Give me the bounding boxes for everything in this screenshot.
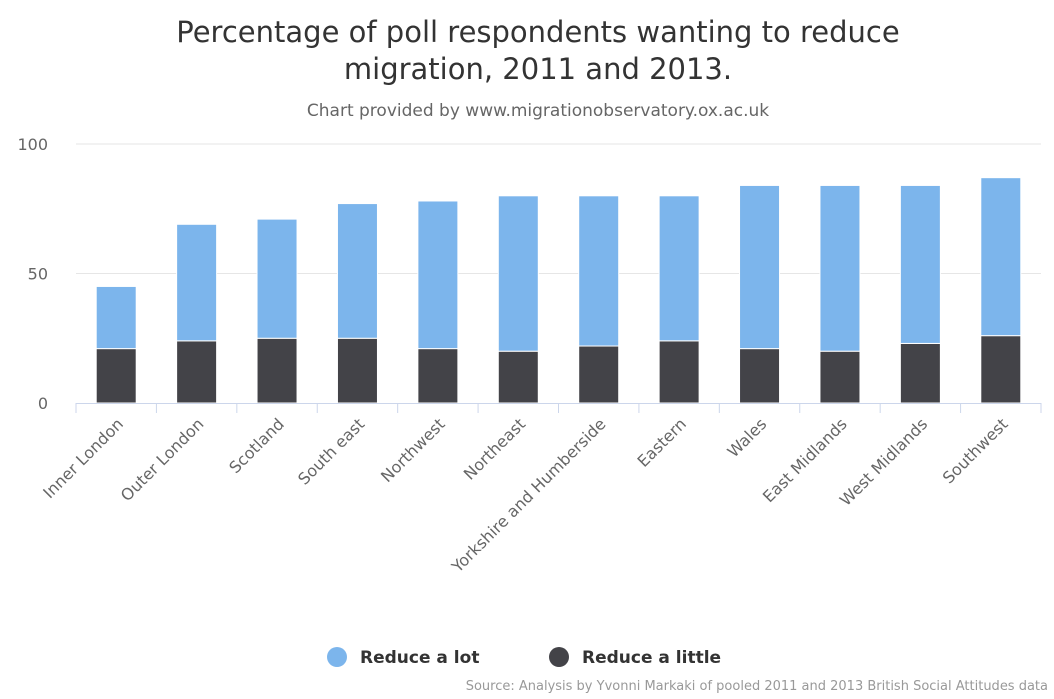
x-tick-label: Yorkshire and Humberside	[447, 414, 609, 576]
bar-reduce-a-lot[interactable]	[739, 184, 781, 350]
gridlines	[76, 143, 1041, 274]
bar-reduce-a-little[interactable]	[95, 348, 137, 404]
legend-marker	[549, 647, 569, 667]
chart-subtitle: Chart provided by www.migrationobservato…	[307, 101, 769, 121]
bar-reduce-a-lot[interactable]	[497, 195, 539, 352]
bar-reduce-a-little[interactable]	[578, 345, 620, 404]
bar-reduce-a-lot[interactable]	[819, 184, 861, 352]
bar-reduce-a-little[interactable]	[417, 348, 459, 404]
legend-marker	[327, 647, 347, 667]
bar-reduce-a-lot[interactable]	[980, 177, 1022, 337]
bar-reduce-a-lot[interactable]	[417, 200, 459, 350]
legend: Reduce a lot Reduce a little	[327, 647, 721, 668]
bar-reduce-a-little[interactable]	[980, 335, 1022, 404]
bar-reduce-a-lot[interactable]	[256, 218, 298, 339]
plot-area	[95, 177, 1022, 404]
legend-label: Reduce a lot	[360, 648, 479, 668]
bar-reduce-a-lot[interactable]	[336, 203, 378, 339]
bar-reduce-a-little[interactable]	[336, 337, 378, 404]
x-tick-label: Eastern	[634, 414, 690, 470]
x-tick-label: Southwest	[939, 414, 1012, 487]
bar-reduce-a-little[interactable]	[899, 342, 941, 404]
x-tick-label: Northeast	[460, 414, 529, 483]
bar-reduce-a-lot[interactable]	[95, 285, 137, 350]
bar-reduce-a-little[interactable]	[739, 348, 781, 404]
x-tick-label: Northwest	[377, 414, 449, 486]
x-tick-label: Scotland	[225, 414, 288, 477]
chart-credits: Source: Analysis by Yvonni Markaki of po…	[466, 679, 1048, 694]
x-tick-label: South east	[294, 414, 368, 488]
bar-reduce-a-lot[interactable]	[658, 195, 700, 342]
bar-reduce-a-little[interactable]	[658, 340, 700, 404]
y-tick-label: 0	[38, 394, 48, 413]
x-tick-label: West Midlands	[836, 414, 931, 509]
bar-reduce-a-lot[interactable]	[176, 223, 218, 342]
chart-title-line-1: Percentage of poll respondents wanting t…	[176, 15, 899, 49]
legend-label: Reduce a little	[582, 648, 721, 668]
x-tick-label: Wales	[724, 414, 771, 461]
legend-item-reduce-a-little[interactable]: Reduce a little	[549, 647, 721, 668]
x-tick-label: Inner London	[39, 414, 127, 502]
y-tick-label: 50	[28, 265, 48, 284]
bar-reduce-a-little[interactable]	[256, 337, 298, 404]
bar-reduce-a-lot[interactable]	[899, 184, 941, 344]
bar-reduce-a-little[interactable]	[176, 340, 218, 404]
legend-item-reduce-a-lot[interactable]: Reduce a lot	[327, 647, 479, 668]
x-tick-label: Outer London	[117, 414, 208, 505]
x-tick-label: East Midlands	[759, 414, 851, 506]
chart-title-line-2: migration, 2011 and 2013.	[344, 52, 732, 86]
bar-reduce-a-little[interactable]	[819, 350, 861, 404]
y-tick-label: 100	[17, 135, 48, 154]
bar-reduce-a-lot[interactable]	[578, 195, 620, 347]
bar-reduce-a-little[interactable]	[497, 350, 539, 404]
